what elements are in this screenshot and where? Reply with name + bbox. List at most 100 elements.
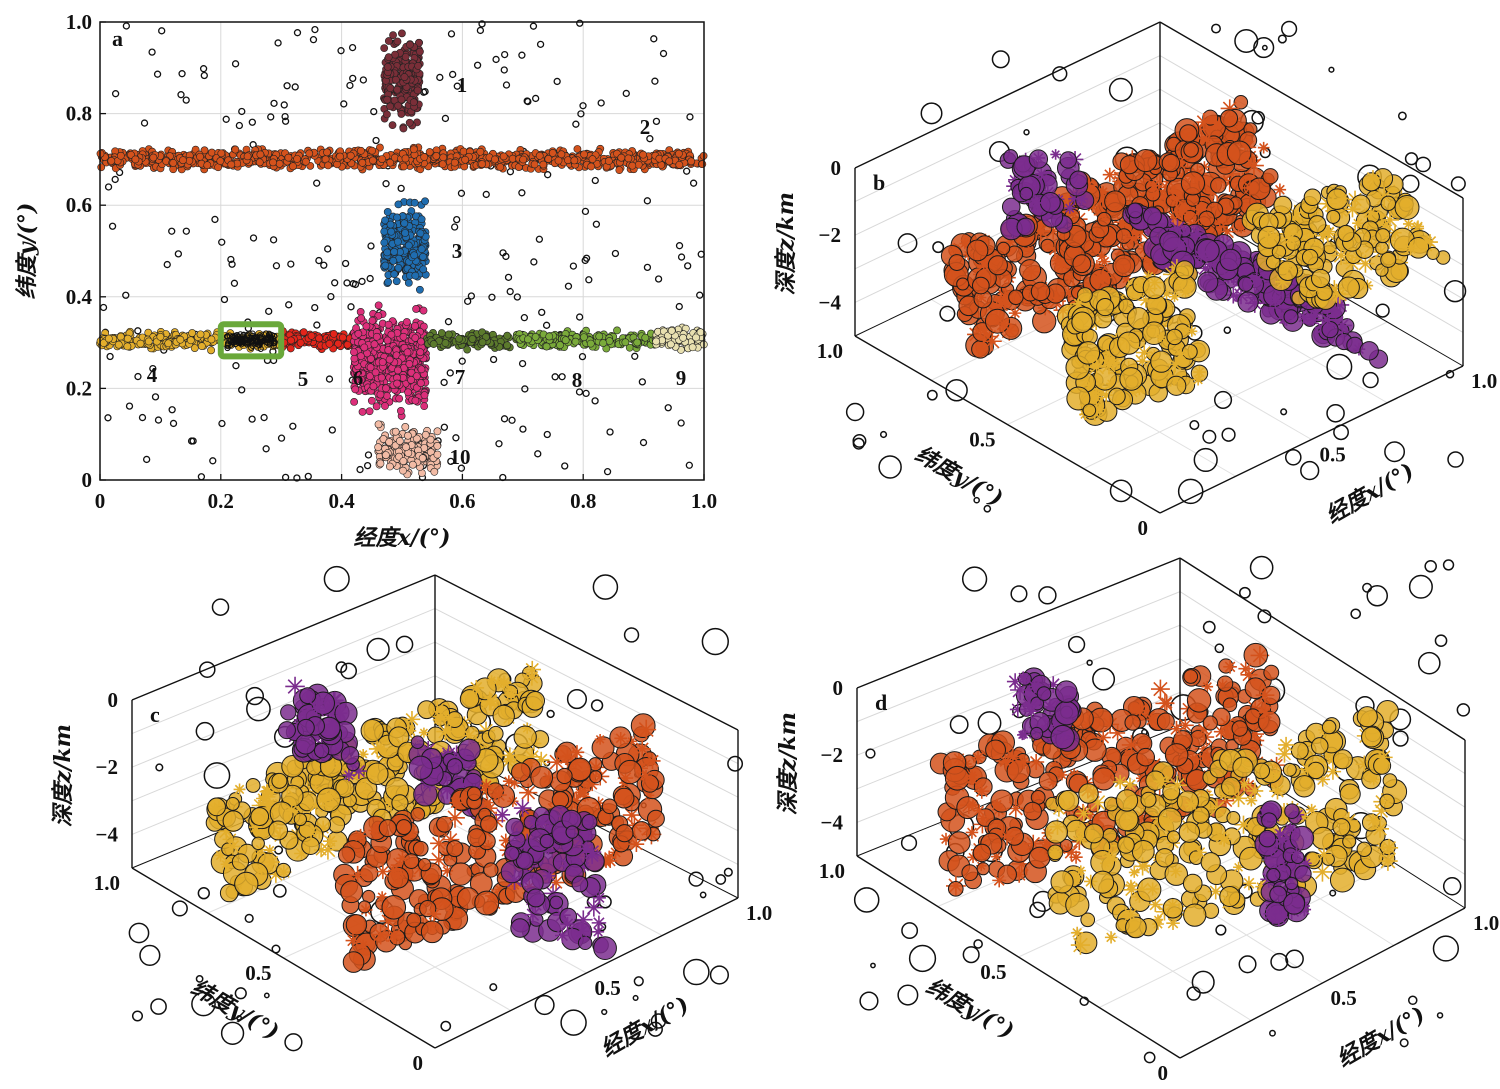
noise-point xyxy=(131,1010,144,1022)
series-marker xyxy=(1297,310,1311,324)
series-point xyxy=(1019,259,1042,282)
noise-point xyxy=(313,321,321,329)
noise-point xyxy=(1189,420,1200,431)
cluster-point-10 xyxy=(402,443,410,452)
cluster-point-1 xyxy=(400,73,409,81)
noise-point xyxy=(364,451,373,459)
noise-point xyxy=(1234,28,1259,54)
cluster-point-2 xyxy=(284,153,293,162)
cluster-point-4 xyxy=(123,334,132,343)
panel-a-x-label: 经度x/(°) xyxy=(354,525,451,551)
cluster-point-4 xyxy=(116,332,125,341)
cluster-point-5 xyxy=(299,328,308,337)
noise-point xyxy=(564,282,573,290)
series-point xyxy=(1175,260,1195,280)
noise-point xyxy=(1277,34,1287,44)
noise-point xyxy=(182,227,190,235)
cluster-label-1: 1 xyxy=(457,73,468,97)
series-point xyxy=(987,255,1008,276)
noise-point xyxy=(277,434,286,442)
series-point xyxy=(1303,188,1322,207)
noise-point xyxy=(926,389,938,401)
cluster-point-3 xyxy=(390,270,399,279)
noise-point xyxy=(358,277,366,286)
noise-point xyxy=(446,369,454,377)
noise-point xyxy=(932,241,945,254)
x-tick-label: 1.0 xyxy=(691,489,717,513)
noise-point xyxy=(154,416,163,424)
noise-point xyxy=(576,19,584,27)
cluster-point-10 xyxy=(385,462,394,471)
noise-point xyxy=(622,89,630,98)
cluster-point-6 xyxy=(357,314,366,323)
panel-b-y-label: 纬度y/(°) xyxy=(911,441,1008,512)
noise-point xyxy=(304,472,312,481)
cluster-point-6 xyxy=(411,396,420,405)
noise-point xyxy=(340,662,358,680)
cluster-point-4 xyxy=(196,330,205,339)
noise-point xyxy=(263,992,270,999)
series-marker xyxy=(1031,197,1042,209)
panel-b-letter: b xyxy=(873,170,885,195)
noise-point xyxy=(651,77,659,85)
noise-point xyxy=(227,255,235,264)
cluster-point-2 xyxy=(432,152,441,160)
cluster-point-8 xyxy=(524,335,532,344)
series-point xyxy=(1337,276,1360,299)
cluster-point-2 xyxy=(499,152,508,161)
cluster-point-2 xyxy=(401,154,410,163)
series-point xyxy=(1326,209,1341,224)
series-point xyxy=(1119,367,1144,391)
noise-point xyxy=(248,118,256,126)
noise-point xyxy=(534,450,542,458)
cluster-point-2 xyxy=(535,151,544,160)
noise-point xyxy=(340,100,348,108)
noise-point xyxy=(347,303,355,311)
series-point xyxy=(1262,168,1279,185)
cluster-point-10 xyxy=(401,423,410,431)
noise-point xyxy=(421,87,429,96)
cluster-point-2 xyxy=(570,156,579,165)
series-point xyxy=(1019,186,1034,201)
noise-point xyxy=(287,260,295,268)
cluster-point-3 xyxy=(400,219,409,228)
noise-point xyxy=(683,958,710,986)
cluster-point-8 xyxy=(545,332,554,341)
series-marker xyxy=(1169,191,1185,206)
y-tick-label: 0 xyxy=(82,468,93,492)
noise-point xyxy=(488,293,496,301)
noise-point xyxy=(382,180,390,188)
cluster-point-10 xyxy=(421,430,430,439)
series-point xyxy=(328,816,346,834)
cluster-point-8 xyxy=(580,333,588,342)
noise-point xyxy=(211,598,230,616)
cluster-point-7 xyxy=(503,341,512,350)
series-point xyxy=(1375,228,1391,244)
series-point xyxy=(1016,217,1036,237)
cluster-point-4 xyxy=(207,346,215,355)
noise-point xyxy=(291,83,299,91)
noise-point xyxy=(575,313,584,321)
cluster-point-6 xyxy=(377,373,386,382)
noise-point xyxy=(546,709,555,719)
noise-point xyxy=(513,293,521,301)
cluster-point-6 xyxy=(405,360,414,368)
cluster-point-5 xyxy=(286,344,295,353)
cluster-point-3 xyxy=(401,229,410,237)
cluster-point-3 xyxy=(381,261,390,270)
cluster-point-2 xyxy=(409,145,418,154)
cluster-point-6 xyxy=(404,388,412,397)
cluster-point-1 xyxy=(397,95,406,104)
cluster-point-7 xyxy=(444,330,453,339)
cluster-point-3 xyxy=(384,278,393,286)
y-tick-label: 0.5 xyxy=(969,428,995,452)
series-marker xyxy=(1186,325,1198,337)
cluster-point-9 xyxy=(652,337,661,346)
cluster-point-5 xyxy=(296,338,305,347)
cluster-point-2 xyxy=(450,158,459,167)
noise-point xyxy=(174,250,183,258)
cluster-point-2 xyxy=(305,149,314,158)
noise-point xyxy=(473,61,482,69)
cluster-point-7 xyxy=(437,329,446,337)
series-point xyxy=(1112,254,1136,278)
